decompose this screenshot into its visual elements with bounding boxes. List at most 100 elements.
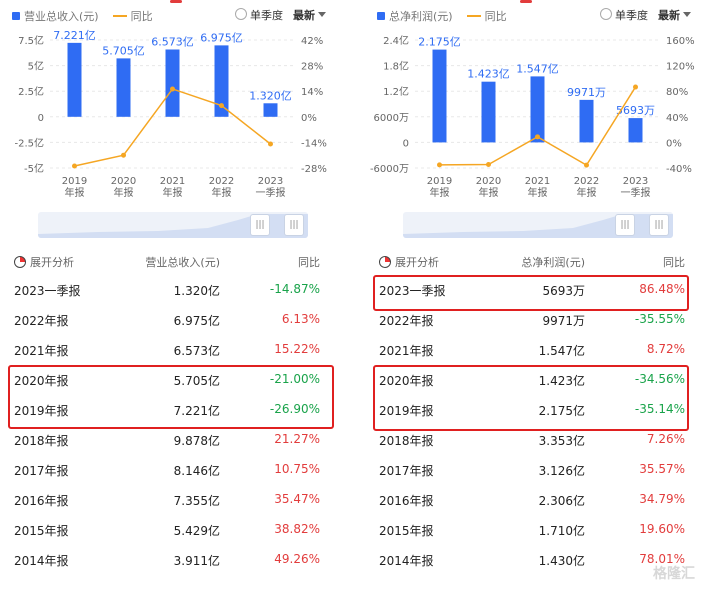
row-yoy: 7.26% [646, 432, 685, 446]
revenue-chart: 7.5亿 42% 5亿 28% 2.5亿 14% 0 0% -2.5亿 -14% -5亿 -28% 7.… [14, 29, 326, 199]
slider-handle-right[interactable]: ||| [284, 214, 304, 236]
caret-down-icon [318, 12, 326, 17]
table-row[interactable]: 2014年报 3.911亿 49.26% [0, 544, 340, 574]
table-row[interactable]: 2016年报 2.306亿 34.79% [365, 484, 705, 514]
yoy-point [437, 162, 442, 168]
top-indicator [520, 0, 532, 3]
table-row[interactable]: 2023一季报 1.320亿 -14.87% [0, 274, 340, 304]
table-row[interactable]: 2023一季报 5693万 86.48% [365, 274, 705, 304]
column-header-value: 营业总收入(元) [145, 256, 220, 269]
row-period: 2015年报 [379, 524, 434, 538]
row-period: 2017年报 [14, 464, 69, 478]
latest-dropdown[interactable]: 最新 [658, 7, 691, 23]
x-tick-label: 2021 [525, 176, 550, 187]
chart-legend: 营业总收入(元) 同比 [12, 8, 153, 24]
table-row[interactable]: 2018年报 9.878亿 21.27% [0, 424, 340, 454]
expand-analysis-label[interactable]: 展开分析 [30, 256, 74, 269]
table-row[interactable]: 2019年报 7.221亿 -26.90% [0, 394, 340, 424]
y-tick-right: 40% [666, 113, 688, 124]
table-row[interactable]: 2014年报 1.430亿 78.01% [365, 544, 705, 574]
line-swatch-icon [112, 15, 127, 17]
row-value: 3.353亿 [538, 434, 585, 448]
column-header-value: 总净利润(元) [521, 256, 585, 269]
table-row[interactable]: 2021年报 1.547亿 8.72% [365, 334, 705, 364]
row-yoy: -14.87% [269, 282, 320, 296]
row-value: 2.175亿 [538, 404, 585, 418]
x-tick-label: 2022 [209, 176, 234, 187]
slider-handle-left[interactable]: ||| [615, 214, 635, 236]
latest-label: 最新 [293, 9, 315, 22]
latest-dropdown[interactable]: 最新 [293, 7, 326, 23]
pie-chart-icon[interactable] [14, 256, 26, 268]
table-row[interactable]: 2022年报 6.975亿 6.13% [0, 304, 340, 334]
x-tick-label: 年报 [163, 186, 183, 199]
table-row[interactable]: 2017年报 3.126亿 35.57% [365, 454, 705, 484]
row-period: 2022年报 [14, 314, 69, 328]
row-value: 8.146亿 [173, 464, 220, 478]
bar [628, 118, 643, 143]
y-tick-right: 0% [666, 138, 682, 149]
table-row[interactable]: 2022年报 9971万 -35.55% [365, 304, 705, 334]
row-yoy: 8.72% [646, 342, 685, 356]
profit-panel: 总净利润(元) 同比 单季度 最新 2.4亿 160% 1.8亿 120% 1.2亿 80… [365, 0, 705, 591]
slider-handle-left[interactable]: ||| [250, 214, 270, 236]
y-tick-left: 2.5亿 [18, 85, 44, 98]
row-yoy: 19.60% [639, 522, 685, 536]
bar-data-label: 1.423亿 [467, 68, 510, 81]
table-row[interactable]: 2020年报 5.705亿 -21.00% [0, 364, 340, 394]
bar [432, 49, 447, 143]
row-period: 2021年报 [14, 344, 69, 358]
row-yoy: 34.79% [639, 492, 685, 506]
table-row[interactable]: 2015年报 1.710亿 19.60% [365, 514, 705, 544]
line-swatch-icon [466, 15, 481, 17]
row-value: 3.911亿 [173, 554, 220, 568]
bar [263, 103, 278, 117]
row-period: 2017年报 [379, 464, 434, 478]
pie-chart-icon[interactable] [379, 256, 391, 268]
x-tick-label: 年报 [479, 186, 499, 199]
table-row[interactable]: 2015年报 5.429亿 38.82% [0, 514, 340, 544]
row-yoy: -35.14% [634, 402, 685, 416]
row-yoy: 35.47% [274, 492, 320, 506]
table-row[interactable]: 2018年报 3.353亿 7.26% [365, 424, 705, 454]
expand-analysis-label[interactable]: 展开分析 [395, 256, 439, 269]
bar-data-label: 6.573亿 [151, 35, 194, 48]
y-tick-right: -40% [666, 164, 692, 175]
legend-item-bar[interactable]: 营业总收入(元) [12, 8, 99, 24]
row-value: 3.126亿 [538, 464, 585, 478]
legend-line-label: 同比 [484, 10, 507, 23]
x-tick-label: 2020 [476, 176, 501, 187]
legend-bar-label: 营业总收入(元) [24, 10, 99, 23]
table-row[interactable]: 2021年报 6.573亿 15.22% [0, 334, 340, 364]
row-period: 2019年报 [379, 404, 434, 418]
y-tick-right: 14% [301, 87, 323, 98]
table-row[interactable]: 2017年报 8.146亿 10.75% [0, 454, 340, 484]
single-quarter-toggle[interactable]: 单季度 [600, 7, 648, 23]
row-value: 7.355亿 [173, 494, 220, 508]
caret-down-icon [683, 12, 691, 17]
row-yoy: 78.01% [639, 552, 685, 566]
yoy-point [535, 134, 540, 140]
y-tick-right: 42% [301, 36, 323, 47]
row-period: 2020年报 [14, 374, 69, 388]
row-period: 2023一季报 [14, 284, 81, 298]
slider-handle-right[interactable]: ||| [649, 214, 669, 236]
y-tick-left: 5亿 [28, 60, 44, 73]
x-tick-label: 年报 [528, 186, 548, 199]
table-row[interactable]: 2020年报 1.423亿 -34.56% [365, 364, 705, 394]
range-slider[interactable]: ||| ||| [403, 212, 673, 238]
bar [116, 58, 131, 117]
legend-item-line[interactable]: 同比 [112, 8, 153, 24]
row-period: 2019年报 [14, 404, 69, 418]
row-yoy: 21.27% [274, 432, 320, 446]
column-header-yoy: 同比 [663, 256, 685, 269]
row-period: 2016年报 [14, 494, 69, 508]
y-tick-left: 2.4亿 [383, 34, 409, 47]
legend-item-bar[interactable]: 总净利润(元) [377, 8, 453, 24]
table-row[interactable]: 2016年报 7.355亿 35.47% [0, 484, 340, 514]
legend-item-line[interactable]: 同比 [466, 8, 507, 24]
row-value: 1.430亿 [538, 554, 585, 568]
single-quarter-toggle[interactable]: 单季度 [235, 7, 283, 23]
range-slider[interactable]: ||| ||| [38, 212, 308, 238]
table-row[interactable]: 2019年报 2.175亿 -35.14% [365, 394, 705, 424]
